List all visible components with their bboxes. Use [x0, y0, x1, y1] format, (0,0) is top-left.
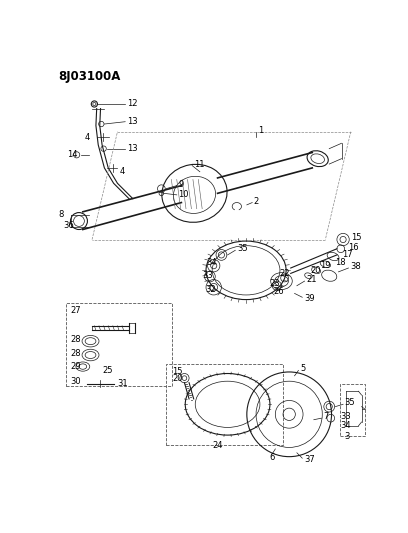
Text: 29: 29	[71, 362, 81, 371]
Text: 2: 2	[254, 197, 259, 206]
Text: 36: 36	[63, 221, 73, 230]
Text: 13: 13	[127, 117, 137, 126]
Text: 9: 9	[178, 180, 184, 189]
Bar	[166, 364, 283, 445]
Text: 34: 34	[341, 422, 351, 430]
Text: 24: 24	[212, 441, 223, 450]
Text: 34: 34	[206, 258, 217, 267]
Text: 25: 25	[102, 366, 113, 375]
Text: 6: 6	[269, 453, 275, 462]
Text: 30: 30	[71, 377, 81, 386]
Text: 28: 28	[71, 335, 81, 344]
Text: 5: 5	[300, 365, 305, 374]
Text: 13: 13	[127, 144, 137, 153]
Text: 33: 33	[202, 271, 213, 280]
Text: 4: 4	[84, 133, 90, 142]
Text: 8: 8	[58, 209, 64, 219]
Text: 19: 19	[320, 261, 330, 270]
Text: 17: 17	[342, 251, 353, 260]
Text: 31: 31	[118, 379, 128, 388]
Text: 18: 18	[335, 258, 345, 267]
Text: 32: 32	[205, 285, 216, 294]
Text: 16: 16	[348, 243, 359, 252]
Text: 37: 37	[304, 455, 315, 464]
Text: 23: 23	[269, 279, 280, 288]
Text: 8J03100A: 8J03100A	[58, 70, 120, 83]
Text: 4: 4	[120, 167, 125, 176]
Text: 28: 28	[71, 349, 81, 358]
Text: 35: 35	[345, 398, 355, 407]
Bar	[66, 303, 172, 386]
Text: 15: 15	[351, 233, 361, 241]
Text: 22: 22	[279, 269, 290, 278]
Text: 10: 10	[178, 190, 189, 199]
Text: 27: 27	[71, 306, 81, 315]
Text: 35: 35	[237, 244, 247, 253]
Text: 3: 3	[344, 432, 350, 441]
Text: 15: 15	[172, 367, 183, 376]
Text: 7: 7	[323, 412, 328, 421]
Text: 12: 12	[127, 100, 137, 109]
Text: 20: 20	[172, 374, 183, 383]
Bar	[340, 384, 365, 436]
Text: 21: 21	[306, 275, 317, 284]
Text: 11: 11	[194, 159, 204, 168]
Text: 39: 39	[304, 294, 315, 303]
Text: 33: 33	[341, 412, 352, 421]
Text: 26: 26	[274, 287, 284, 296]
Text: 20: 20	[311, 266, 321, 275]
Text: 38: 38	[350, 262, 361, 271]
Text: 14: 14	[67, 150, 78, 159]
Text: 1: 1	[257, 126, 263, 135]
